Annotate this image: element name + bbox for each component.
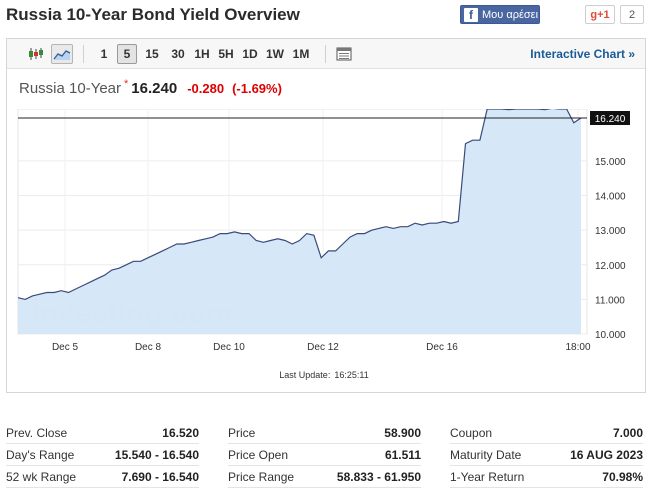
stat-row: Maturity Date 16 AUG 2023: [450, 444, 643, 466]
stat-label: Price Range: [228, 470, 295, 484]
chart-toolbar: 1 5 15 30 1H 5H 1D 1W 1M Interactive Chart »: [7, 39, 645, 69]
y-tick-label: 11.000: [595, 295, 625, 306]
page-title: Russia 10-Year Bond Yield Overview: [6, 5, 300, 24]
stat-row: 1-Year Return 70.98%: [450, 466, 643, 488]
stat-label: 52 wk Range: [6, 470, 77, 484]
timeframe-button-1m[interactable]: 1M: [292, 47, 310, 61]
quote-line: Russia 10-Year * 16.240 -0.280 (-1.69%): [19, 78, 282, 97]
price-change-percent: (-1.69%): [232, 81, 282, 96]
stat-value: 7.000: [612, 426, 643, 440]
current-price-label: 16.240: [595, 114, 626, 125]
stat-row: Prev. Close 16.520: [6, 422, 199, 444]
stat-label: Day's Range: [6, 448, 75, 462]
timeframe-button-1w[interactable]: 1W: [266, 47, 284, 61]
stat-value: 7.690 - 16.540: [121, 470, 199, 484]
timeframe-button-1[interactable]: 1: [100, 47, 108, 61]
series-area: [18, 109, 581, 334]
stat-label: Price Open: [228, 448, 289, 462]
price-chart: 10.000 11.000 12.000 13.000 14.000 15.000 Dec …: [17, 109, 630, 353]
y-tick-label: 10.000: [595, 330, 626, 341]
stat-row: 52 wk Range 7.690 - 16.540: [6, 466, 199, 488]
chart-panel: 1 5 15 30 1H 5H 1D 1W 1M Interactive Chart » Rus…: [6, 38, 646, 393]
stat-value: 16.520: [162, 426, 199, 440]
toolbar-divider: [325, 45, 326, 63]
stat-value: 70.98%: [602, 470, 643, 484]
stat-row: Price 58.900: [228, 422, 421, 444]
stat-value: 58.900: [384, 426, 421, 440]
last-update: Last Update: 16:25:11: [7, 370, 645, 380]
y-tick-label: 14.000: [595, 192, 626, 203]
stat-value: 15.540 - 16.540: [114, 448, 199, 462]
stat-value: 16 AUG 2023: [570, 448, 643, 462]
last-update-time: 16:25:11: [334, 370, 369, 380]
google-plus-button[interactable]: g+1: [585, 5, 615, 24]
x-tick-label: 18:00: [565, 342, 590, 353]
interactive-chart-link[interactable]: Interactive Chart »: [530, 47, 635, 61]
stat-label: Prev. Close: [6, 426, 68, 440]
timeframe-button-1h[interactable]: 1H: [194, 47, 210, 61]
last-update-label: Last Update:: [279, 370, 331, 380]
x-tick-label: Dec 16: [426, 342, 458, 353]
stat-row: Coupon 7.000: [450, 422, 643, 444]
toolbar-divider: [83, 45, 84, 63]
facebook-icon: f: [464, 7, 478, 22]
x-tick-label: Dec 8: [135, 342, 162, 353]
timeframe-button-5h[interactable]: 5H: [218, 47, 234, 61]
google-plus-count: 2: [620, 5, 644, 24]
stat-value: 61.511: [384, 448, 421, 462]
x-tick-label: Dec 12: [307, 342, 339, 353]
area-chart-icon[interactable]: [51, 44, 73, 64]
table-view-icon[interactable]: [333, 44, 355, 64]
candlestick-icon[interactable]: [25, 44, 47, 64]
facebook-like-label: Μου αρέσει: [482, 8, 539, 21]
timeframe-button-1d[interactable]: 1D: [242, 47, 258, 61]
y-tick-label: 12.000: [595, 261, 626, 272]
facebook-like-button[interactable]: f Μου αρέσει: [460, 5, 540, 24]
instrument-name: Russia 10-Year: [19, 80, 122, 97]
x-tick-label: Dec 5: [52, 342, 79, 353]
y-tick-label: 13.000: [595, 226, 626, 237]
stat-row: Day's Range 15.540 - 16.540: [6, 444, 199, 466]
x-tick-label: Dec 10: [213, 342, 245, 353]
price-change: -0.280: [187, 81, 225, 96]
timeframe-button-5[interactable]: 5: [117, 44, 137, 64]
timeframe-button-30[interactable]: 30: [171, 47, 185, 61]
y-tick-label: 15.000: [595, 157, 626, 168]
delayed-marker: *: [124, 78, 129, 90]
stat-value: 58.833 - 61.950: [336, 470, 421, 484]
timeframe-button-15[interactable]: 15: [145, 47, 159, 61]
stat-label: Coupon: [450, 426, 493, 440]
last-price: 16.240: [131, 80, 178, 97]
stat-label: Maturity Date: [450, 448, 522, 462]
current-price-box: [590, 111, 630, 125]
series-line: [17, 109, 582, 301]
stat-row: Price Range 58.833 - 61.950: [228, 466, 421, 488]
stat-row: Price Open 61.511: [228, 444, 421, 466]
stat-label: Price: [228, 426, 256, 440]
stat-label: 1-Year Return: [450, 470, 525, 484]
